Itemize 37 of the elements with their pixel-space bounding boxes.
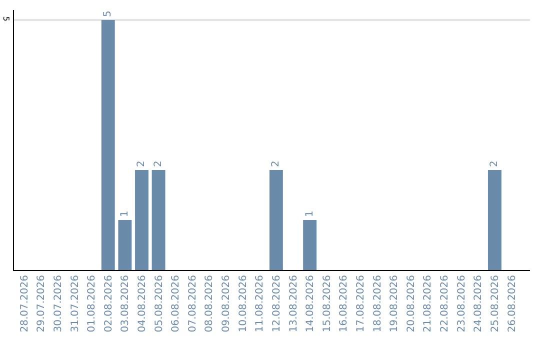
x-tick-label: 17.08.2026 [355,275,366,332]
x-tick-label: 13.08.2026 [288,275,300,332]
x-tick-label: 19.08.2026 [389,275,400,332]
data-label: 5 [102,10,114,17]
x-tick-label: 12.08.2026 [271,275,282,332]
x-tick-label: 16.08.2026 [338,275,350,332]
x-tick-label: 29.07.2026 [36,275,48,332]
x-tick-label: 24.08.2026 [473,275,484,332]
data-label: 2 [270,160,282,167]
x-tick-label: 06.08.2026 [170,275,182,332]
x-tick-label: 21.08.2026 [422,275,434,332]
x-tick-label: 01.08.2026 [86,275,98,332]
x-tick-label: 07.08.2026 [187,275,198,332]
data-label: 2 [153,160,164,167]
data-label: 1 [304,210,316,217]
x-tick-label: 18.08.2026 [372,275,384,332]
data-label: 1 [119,210,130,217]
x-tick-label: 22.08.2026 [440,275,451,332]
x-tick-label: 05.08.2026 [154,275,165,332]
x-tick-label: 23.08.2026 [456,275,468,332]
x-tick-label: 10.08.2026 [238,275,249,332]
x-tick-label: 20.08.2026 [406,275,417,332]
x-tick-label: 03.08.2026 [120,275,132,332]
x-tick-label: 04.08.2026 [136,275,148,332]
x-tick-label: 11.08.2026 [254,275,266,332]
x-tick-label: 02.08.2026 [103,275,114,332]
x-tick-label: 31.07.2026 [70,275,81,332]
x-tick-label: 25.08.2026 [490,275,501,332]
x-tick-label: 08.08.2026 [204,275,216,332]
x-tick-label: 15.08.2026 [322,275,333,332]
data-label: 2 [489,160,500,167]
x-tick-label: 09.08.2026 [221,275,232,332]
data-label: 2 [136,160,148,167]
x-tick-label: 26.08.2026 [506,275,518,332]
x-tick-label: 30.07.2026 [52,275,64,332]
x-tick-label: 14.08.2026 [305,275,316,332]
x-tick-label: 28.07.2026 [19,275,30,332]
